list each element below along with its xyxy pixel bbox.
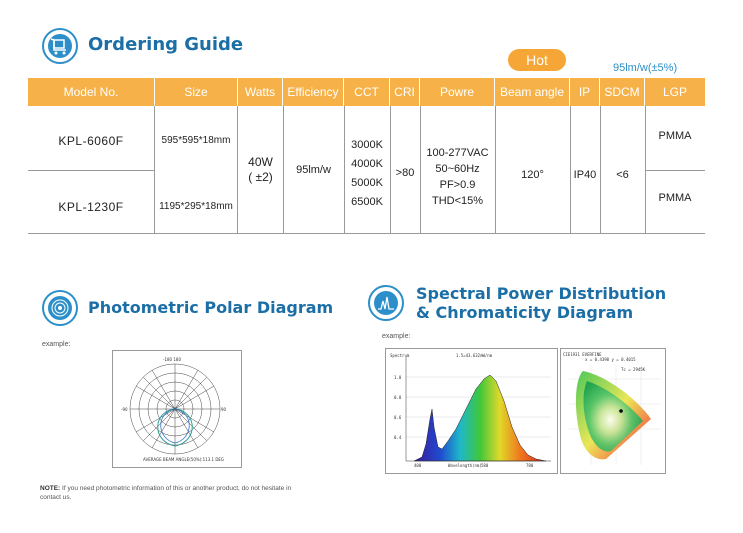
photometric-example-label: example:: [42, 341, 71, 348]
col-line: [600, 106, 601, 233]
sdcm-value: <6: [616, 168, 629, 181]
cct-values: 3000K 4000K 5000K 6500K: [344, 134, 390, 214]
svg-text:1.0: 1.0: [394, 375, 402, 380]
table-row-1-size: 595*595*18mm: [161, 134, 231, 146]
efficiency-value: 95lm/w: [296, 163, 331, 176]
header-model-label: Model No.: [63, 85, 119, 99]
col-line: [237, 106, 238, 233]
header-lgp-label: LGP: [662, 85, 687, 99]
svg-text:0.8: 0.8: [394, 395, 402, 400]
power-values: 100-277VAC 50~60Hz PF>0.9 THD<15%: [420, 144, 495, 210]
cct-3000k: 3000K: [351, 139, 383, 151]
svg-text:400: 400: [414, 463, 422, 468]
spectrum-icon: [368, 285, 404, 321]
svg-text:0.4: 0.4: [394, 435, 402, 440]
col-line: [420, 106, 421, 233]
watts-line-2: ( ±2): [248, 170, 273, 184]
polar-diagram: -180 180 -90 90 AVERAGE BEAM ANGLE(50%):…: [112, 350, 242, 468]
header-watts-label: Watts: [244, 85, 276, 99]
power-thd: THD<15%: [431, 195, 484, 207]
svg-text:580: 580: [481, 463, 489, 468]
power-pf: PF>0.9: [439, 179, 476, 191]
svg-text:Wavelength(nm): Wavelength(nm): [448, 463, 482, 468]
spectral-title-line-1: Spectral Power Distribution: [416, 284, 667, 303]
hot-badge-label: Hot: [526, 52, 548, 68]
header-lgp: LGP: [645, 78, 705, 106]
row-divider: [28, 170, 155, 171]
cct-6500k: 6500K: [351, 196, 383, 208]
header-cri-label: CRI: [394, 85, 415, 99]
note-label: NOTE:: [40, 485, 61, 492]
col-line: [344, 106, 345, 233]
col-line: [570, 106, 571, 233]
svg-text:-90: -90: [121, 407, 128, 412]
chromaticity-chart: CIE1931 EVERFINE x = 0.4390 y = 0.4015 T…: [560, 348, 666, 474]
ip-value: IP40: [573, 168, 597, 181]
cct-5000k: 5000K: [351, 177, 383, 189]
svg-text:x = 0.4390 y = 0.4015: x = 0.4390 y = 0.4015: [585, 357, 636, 362]
header-size-label: Size: [184, 85, 208, 99]
svg-text:Tc = 2945K: Tc = 2945K: [621, 367, 646, 372]
header-beam-label: Beam angle: [499, 85, 565, 99]
beam-angle-value: 120°: [521, 168, 544, 181]
watts-line-1: 40W: [248, 155, 273, 169]
header-ip: IP: [570, 78, 600, 106]
header-beam: Beam angle: [495, 78, 570, 106]
header-power-label: Powre: [439, 85, 474, 99]
photometric-title: Photometric Polar Diagram: [88, 298, 334, 317]
spectral-title-line-2: & Chromaticity Diagram: [416, 303, 634, 322]
header-sdcm-label: SDCM: [604, 85, 640, 99]
spectral-example-label: example:: [382, 333, 411, 340]
power-voltage: 100-277VAC: [426, 147, 489, 159]
col-line: [154, 106, 155, 233]
col-line: [645, 106, 646, 233]
header-watts: Watts: [238, 78, 283, 106]
table-row-2-lgp: PMMA: [658, 191, 692, 204]
photometric-note: NOTE: If you need photometric informatio…: [40, 484, 310, 502]
spectrum-chart: Spectrum 1.5=43.632mW/nm 1.0 0.8 0.6 0.4…: [385, 348, 558, 474]
svg-text:AVERAGE BEAM ANGLE(50%):113.1: AVERAGE BEAM ANGLE(50%):113.1 DEG: [143, 457, 224, 462]
col-line: [495, 106, 496, 233]
note-text: If you need photometric information of t…: [40, 485, 292, 501]
svg-text:CIE1931 EVERFINE: CIE1931 EVERFINE: [563, 352, 602, 357]
header-sdcm: SDCM: [600, 78, 645, 106]
svg-text:Spectrum: Spectrum: [390, 353, 410, 358]
svg-text:-180 180: -180 180: [163, 357, 181, 362]
svg-text:90: 90: [221, 407, 227, 412]
header-cct: CCT: [344, 78, 390, 106]
header-cri: CRI: [390, 78, 420, 106]
svg-text:0.6: 0.6: [394, 415, 402, 420]
header-size: Size: [155, 78, 238, 106]
ordering-guide-title: Ordering Guide: [88, 34, 244, 55]
photometric-icon: [42, 290, 78, 326]
col-line: [390, 106, 391, 233]
header-model: Model No.: [28, 78, 155, 106]
col-line: [283, 106, 284, 233]
svg-text:780: 780: [526, 463, 534, 468]
table-row-1-lgp: PMMA: [658, 129, 692, 142]
svg-text:1.5=43.632mW/nm: 1.5=43.632mW/nm: [456, 353, 493, 358]
header-power: Powre: [420, 78, 495, 106]
header-ip-label: IP: [578, 85, 591, 99]
table-row-1-model: KPL-6060F: [58, 133, 124, 148]
efficiency-note: 95lm/w(±5%): [613, 62, 678, 74]
row-divider-lgp: [645, 170, 705, 171]
header-efficiency-label: Efficiency: [287, 85, 339, 99]
table-row-2-size: 1195*295*18mm: [159, 200, 233, 212]
table-bottom-line: [28, 233, 705, 234]
table-row-2-model: KPL-1230F: [58, 199, 124, 214]
power-frequency: 50~60Hz: [435, 163, 480, 175]
watts-value: 40W ( ±2): [238, 150, 283, 190]
cri-value: >80: [395, 166, 415, 179]
header-efficiency: Efficiency: [283, 78, 344, 106]
cart-icon: [42, 28, 78, 64]
header-cct-label: CCT: [354, 85, 379, 99]
cct-4000k: 4000K: [351, 158, 383, 170]
hot-badge: Hot: [508, 49, 566, 71]
